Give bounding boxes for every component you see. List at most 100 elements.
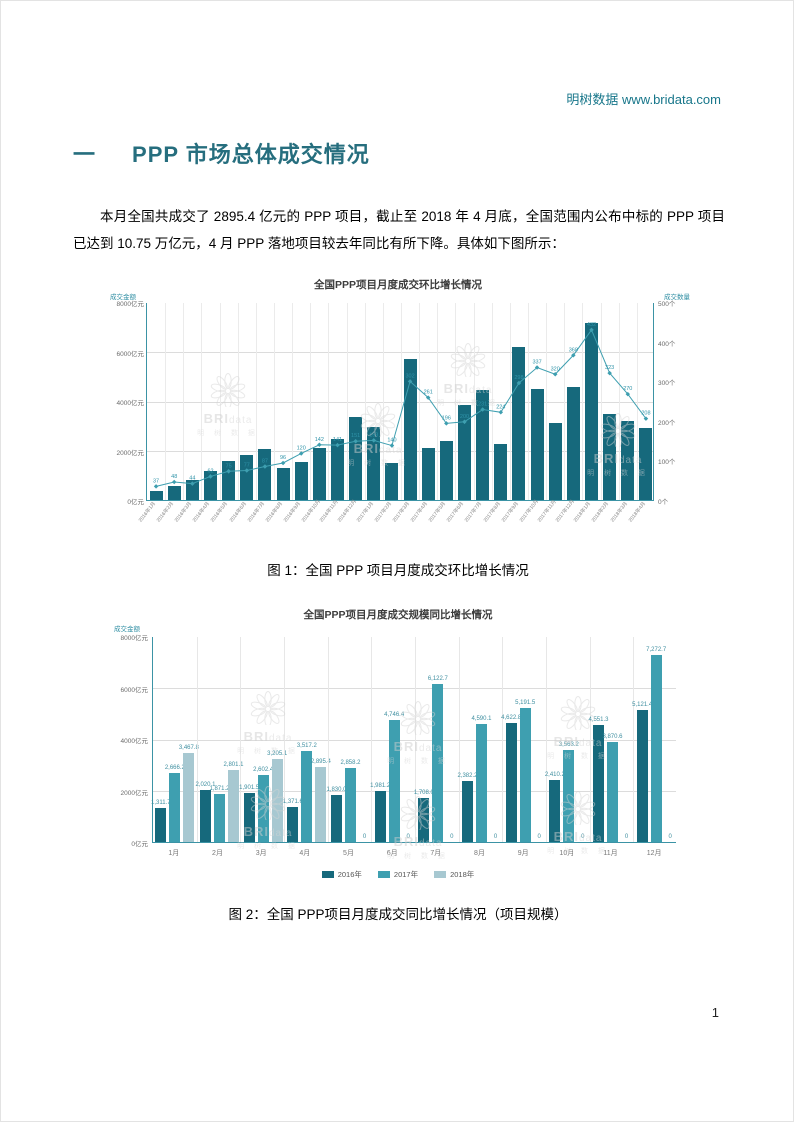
bar-value-label: 2,666.2 <box>164 765 185 772</box>
month-group: 4,551.3 3,870.6 0 <box>588 637 634 842</box>
bar-value-label: 3,467.8 <box>178 744 199 751</box>
right-axis-tick: 200个 <box>658 419 676 427</box>
bar-value-label: 5,121.4 <box>632 702 653 709</box>
grid-line-vertical <box>437 303 439 500</box>
figure-1: 全国PPP项目月度成交环比增长情况 成交金额 成交数量 37 48 44 62 75 77… <box>1 273 793 536</box>
bar-value-label: 3,870.6 <box>602 734 623 741</box>
x-axis-label: 2016年1月 <box>137 500 157 524</box>
bar-value-label: 0 <box>537 834 541 840</box>
bar-value-label: 2,895.4 <box>310 759 331 766</box>
bar-slot: 1,311.7 <box>151 637 171 842</box>
bar-value-label: 0 <box>581 834 585 840</box>
x-axis-label: 2018年2月 <box>591 500 611 524</box>
month-group: 2,020.1 1,871.2 2,801.1 <box>195 637 244 842</box>
bar-slot: 5,121.4 <box>632 637 652 842</box>
grid-line-vertical <box>509 303 511 500</box>
left-axis-tick: 6000亿元 <box>116 350 144 358</box>
bar-value-label: 0 <box>450 834 454 840</box>
2017年-bar <box>388 719 400 842</box>
grid-line-vertical <box>255 303 257 500</box>
svg-text:153: 153 <box>369 432 378 438</box>
month-bar <box>530 389 544 500</box>
document-header: 明树数据 www.bridata.com <box>73 89 721 108</box>
bar-slot: 0 <box>359 637 370 842</box>
x-axis-label: 2016年7月 <box>246 500 266 524</box>
line-point <box>280 460 286 466</box>
svg-text:75: 75 <box>226 463 232 469</box>
x-axis-label: 2017年10月 <box>518 498 540 524</box>
line-point <box>462 419 467 425</box>
bar-slot: 1,708.0 <box>414 637 434 842</box>
legend-swatch <box>321 871 334 878</box>
line-point <box>643 416 649 421</box>
grid-line-vertical <box>546 303 548 500</box>
bar-slot: 2,020.1 <box>195 637 216 842</box>
month-bar <box>476 390 490 500</box>
2016年-bar <box>418 798 430 842</box>
bar-value-label: 0 <box>362 834 367 840</box>
grid-line-vertical <box>564 303 566 500</box>
month-bar <box>240 454 254 500</box>
right-axis-tick: 500个 <box>658 301 676 308</box>
bar-slot: 3,205.1 <box>267 637 287 842</box>
svg-text:87: 87 <box>262 459 268 465</box>
y-axis-tick: 8000亿元 <box>120 635 148 642</box>
y-axis-tick: 4000亿元 <box>120 738 148 745</box>
grid-line-vertical <box>382 303 384 500</box>
month-group: 1,981.2 4,746.4 0 <box>370 637 415 842</box>
y-axis-tick: 0亿元 <box>131 841 148 848</box>
month-bar <box>439 441 453 500</box>
body-paragraph: 本月全国共成交了 2895.4 亿元的 PPP 项目，截止至 2018 年 4 … <box>73 209 725 251</box>
month-bar <box>512 346 526 500</box>
bar-value-label: 1,708.0 <box>413 790 434 797</box>
bar-slot: 4,746.4 <box>384 637 404 842</box>
line-point <box>335 442 340 448</box>
grid-line-vertical <box>201 303 203 500</box>
bar-value-label: 0 <box>624 834 629 840</box>
svg-text:200: 200 <box>460 414 469 420</box>
bar-slot: 0 <box>403 637 414 842</box>
svg-text:224: 224 <box>496 404 505 410</box>
bar-value-label: 1,830.0 <box>326 786 347 793</box>
section-index: 一 <box>73 142 97 167</box>
bar-value-label: 3,563.2 <box>558 742 579 749</box>
svg-text:141: 141 <box>333 437 342 443</box>
grid-line <box>153 688 676 690</box>
bar-value-label: 4,746.4 <box>384 711 405 718</box>
bar-value-label: 3,205.1 <box>267 751 288 758</box>
figure-1-caption: 图 1：全国 PPP 项目月度成交环比增长情况 <box>267 563 529 578</box>
bar-value-label: 5,191.5 <box>515 700 536 707</box>
y-axis-tick: 6000亿元 <box>120 686 148 694</box>
line-point <box>171 479 177 485</box>
line-point <box>190 481 195 486</box>
bar-slot: 0 <box>534 637 545 842</box>
svg-text:62: 62 <box>207 468 213 474</box>
svg-text:323: 323 <box>605 365 614 371</box>
grid-line-vertical <box>292 303 294 500</box>
month-bar <box>457 404 472 500</box>
grid-line-vertical <box>310 303 312 500</box>
grid-line-vertical <box>419 303 421 500</box>
2016年-bar <box>199 789 211 842</box>
bar-value-label: 4,551.3 <box>588 716 609 723</box>
month-bar <box>548 422 562 500</box>
grid-line-vertical <box>528 303 529 500</box>
2016年-bar <box>155 808 167 842</box>
bar-value-label: 2,801.1 <box>223 761 244 768</box>
count-line-series: 37 48 44 62 75 77 87 96 120 142 141 151 153 140 302 261… <box>153 322 651 489</box>
bar-slot: 0 <box>490 637 501 842</box>
svg-text:337: 337 <box>532 360 541 366</box>
line-point <box>244 468 250 473</box>
line-point <box>208 474 213 479</box>
bar-slot: 4,622.8 <box>501 637 521 842</box>
bar-value-label: 1,871.2 <box>209 785 230 792</box>
left-axis-tick: 4000亿元 <box>116 400 144 407</box>
2017年-bar <box>344 768 356 842</box>
month-group: 2,410.2 3,563.2 0 <box>545 637 590 842</box>
bar-slot: 1,830.0 <box>326 637 347 842</box>
x-axis-label: 2016年2月 <box>155 500 176 524</box>
legend-item: 2017年 <box>377 869 418 880</box>
x-axis-label: 2016年11月 <box>318 499 340 524</box>
chart-2-title: 全国PPP项目月度成交规模同比增长情况 <box>303 609 493 621</box>
